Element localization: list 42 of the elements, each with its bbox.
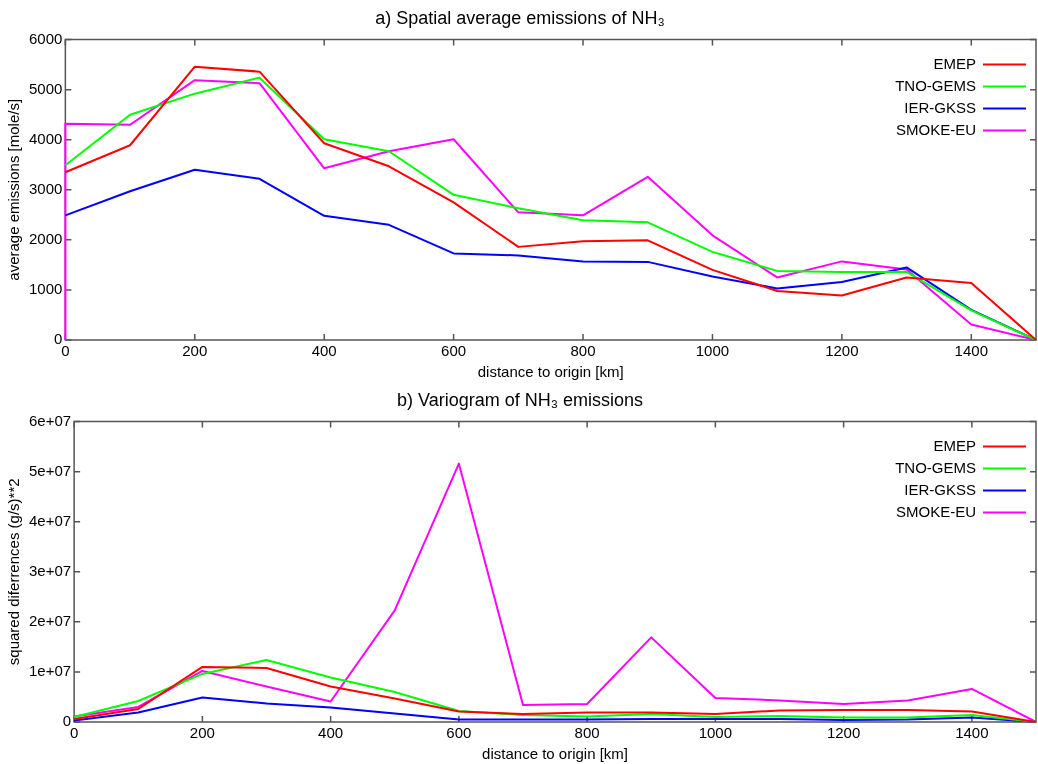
x-axis-title: distance to origin [km] [482,745,629,763]
x-tick-label: 800 [574,724,600,742]
x-tick-label: 400 [318,724,344,742]
x-tick-label: 1400 [955,724,989,742]
y-tick-label: 0 [62,712,72,730]
x-tick-label: 400 [311,342,337,360]
y-tick-label: 1e+07 [28,662,72,680]
x-tick-label: 600 [441,342,467,360]
x-tick-label: 200 [189,724,215,742]
chart-title: b) Variogram of NH₃ emissions [396,389,644,410]
y-tick-label: 5e+07 [28,461,72,479]
y-tick-label: 3000 [28,179,63,197]
x-tick-label: 1200 [825,342,859,360]
legend-label: SMOKE-EU [895,120,976,138]
x-tick-label: 600 [446,724,472,742]
y-tick-label: 2e+07 [28,612,72,630]
legend-label: TNO-GEMS [895,458,976,476]
legend-label: IER-GKSS [904,98,976,116]
y-tick-label: 6000 [28,29,63,47]
x-tick-label: 1400 [954,342,988,360]
x-axis-title: distance to origin [km] [477,363,624,381]
chart-title: a) Spatial average emissions of NH₃ [375,7,665,28]
y-tick-label: 5000 [28,79,63,97]
y-axis-title: average emissions [mole/s] [5,98,23,281]
x-tick-label: 1000 [698,724,733,742]
x-tick-label: 1200 [826,724,861,742]
y-tick-label: 6e+07 [28,411,72,429]
x-tick-label: 1000 [695,342,730,360]
legend-label: EMEP [933,436,976,454]
x-tick-label: 200 [182,342,208,360]
legend-label: IER-GKSS [904,480,976,498]
legend-label: TNO-GEMS [895,76,976,94]
y-axis-title: squared diferrences (g/s)**2 [5,478,23,666]
legend-label: SMOKE-EU [895,502,976,520]
y-tick-label: 0 [54,330,63,348]
x-tick-label: 800 [570,342,596,360]
y-tick-label: 4e+07 [28,511,72,529]
legend-label: EMEP [933,54,976,72]
y-tick-label: 1000 [28,280,63,298]
y-tick-label: 3e+07 [28,561,72,579]
y-tick-label: 2000 [28,230,63,248]
y-tick-label: 4000 [28,129,63,147]
